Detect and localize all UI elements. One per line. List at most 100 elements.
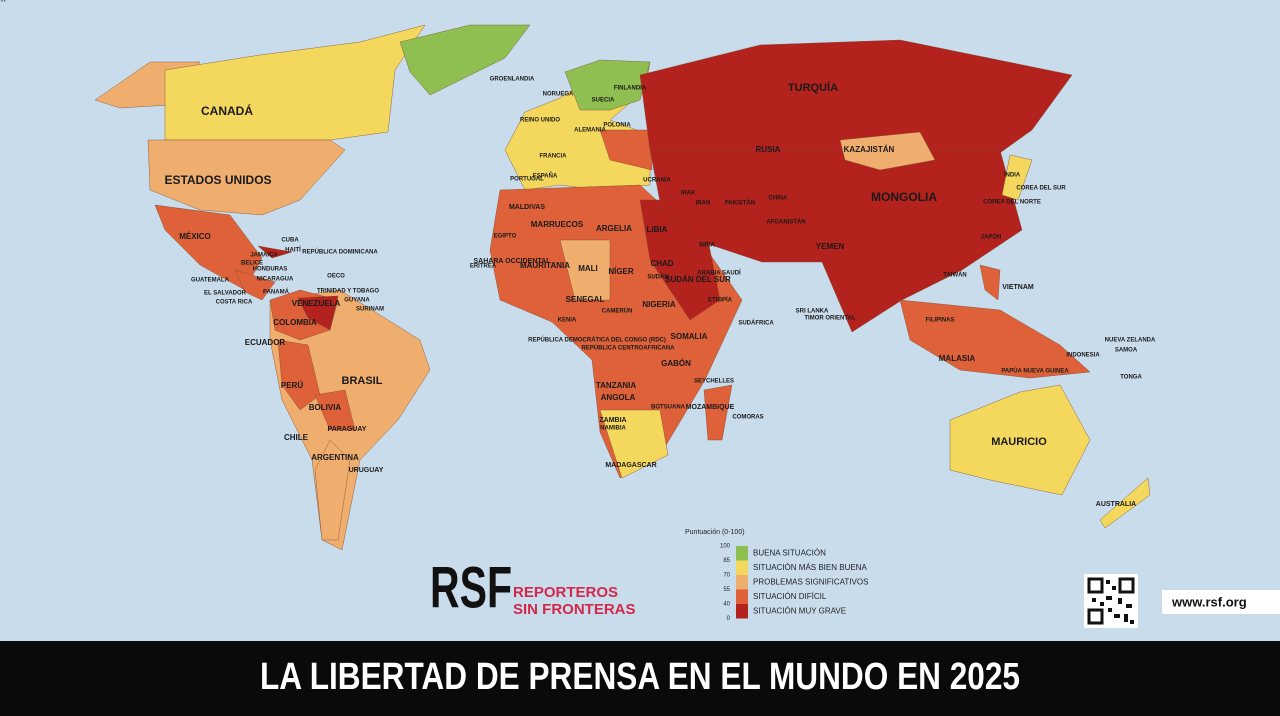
legend-scale-label: 55 xyxy=(723,587,730,593)
country-label: IRAK xyxy=(681,191,696,197)
country-label: FIYI xyxy=(0,0,6,4)
country-label: ARGENTINA xyxy=(311,453,359,462)
country-label: CANADÁ xyxy=(201,103,253,118)
country-label: GUATEMALA xyxy=(191,278,230,284)
qr-finder xyxy=(1118,577,1135,594)
country-label: CHAD xyxy=(650,259,673,268)
country-region xyxy=(1099,477,1151,529)
country-label: COREA DEL NORTE xyxy=(983,200,1041,206)
country-label: MAURICIO xyxy=(991,436,1047,448)
legend-scale-label: 85 xyxy=(723,558,730,564)
legend-label: SITUACIÓN DIFÍCIL xyxy=(753,592,827,601)
country-label: YEMEN xyxy=(816,242,845,251)
country-region xyxy=(559,239,611,301)
country-label: POLONIA xyxy=(603,123,631,129)
country-label: SURINAM xyxy=(356,307,384,313)
country-label: SOMALIA xyxy=(671,332,708,341)
country-label: SUDÁFRICA xyxy=(738,320,774,327)
legend-scale-label: 0 xyxy=(727,616,731,622)
country-region xyxy=(257,245,293,259)
country-label: ECUADOR xyxy=(245,338,286,347)
country-label: URUGUAY xyxy=(349,467,384,474)
country-region xyxy=(297,295,339,331)
country-label: EGIPTO xyxy=(494,234,517,240)
country-label: MARRUECOS xyxy=(531,220,584,229)
url-box xyxy=(1162,590,1280,614)
country-label: SENEGAL xyxy=(566,295,605,304)
legend-label: SITUACIÓN MÁS BIEN BUENA xyxy=(753,563,867,572)
country-region xyxy=(599,409,669,479)
legend-swatch xyxy=(736,589,748,604)
country-label: ARGELIA xyxy=(596,224,632,233)
country-label: SAHARA OCCIDENTAL xyxy=(474,258,552,265)
country-label: PORTUGAL xyxy=(510,177,544,183)
country-region xyxy=(314,439,351,541)
country-label: FILIPINAS xyxy=(925,318,954,324)
country-label: COMORAS xyxy=(732,415,763,421)
country-label: PANAMÁ xyxy=(263,289,290,296)
country-label: MAURITANIA xyxy=(520,261,570,270)
country-label: SUDÁN DEL SUR xyxy=(665,275,731,284)
country-label: BOTSUANA xyxy=(651,405,686,411)
country-label: TANZANIA xyxy=(596,381,637,390)
legend-scale-label: 40 xyxy=(723,602,730,608)
country-label: PARAGUAY xyxy=(328,426,367,433)
country-label: NUEVA ZELANDA xyxy=(1105,338,1156,344)
country-label: FRANCIA xyxy=(540,154,568,160)
country-region xyxy=(599,129,653,171)
country-label: COREA DEL SUR xyxy=(1016,186,1066,192)
country-region xyxy=(899,299,1091,379)
country-label: CHINA xyxy=(769,196,789,202)
legend-swatch xyxy=(736,604,748,619)
country-region xyxy=(1001,154,1033,201)
country-label: AUSTRALIA xyxy=(1096,501,1136,508)
country-region xyxy=(564,59,651,111)
country-label: ALEMANIA xyxy=(574,128,606,134)
country-label: MONGOLIA xyxy=(871,190,937,204)
url[interactable]: www.rsf.org xyxy=(1171,594,1247,609)
country-label: TIMOR ORIENTAL xyxy=(804,316,856,322)
logo: RSF REPORTEROS SIN FRONTERAS xyxy=(430,555,636,620)
country-label: REPÚBLICA DEMOCRÁTICA DEL CONGO (RDC) xyxy=(528,337,666,344)
legend-scale-label: 70 xyxy=(723,573,730,579)
legend-title: Puntuación (0-100) xyxy=(685,529,745,536)
country-label: BOLIVIA xyxy=(309,403,342,412)
legend-scale-label: 100 xyxy=(720,544,731,550)
country-label: COLOMBIA xyxy=(273,318,317,327)
country-label: SIRIA xyxy=(699,243,716,249)
country-label: MADAGASCAR xyxy=(605,462,656,469)
country-label: TAIWÁN xyxy=(943,272,967,279)
country-label: NORUEGA xyxy=(543,92,574,98)
country-label: SAMOA xyxy=(1115,348,1138,354)
country-label: INDONESIA xyxy=(1066,353,1100,359)
country-label: MALASIA xyxy=(939,354,976,363)
country-label: AFGANISTÁN xyxy=(766,219,805,226)
country-label: PAKISTÁN xyxy=(725,200,755,207)
country-label: ZAMBIA xyxy=(599,417,626,424)
legend-swatch xyxy=(736,560,748,575)
country-label: ARABIA SAUDÍ xyxy=(697,269,741,277)
logo-mark: RSF xyxy=(430,555,512,620)
country-label: ESPAÑA xyxy=(533,173,558,180)
country-region xyxy=(399,24,531,96)
country-label: JAPÓN xyxy=(981,233,1002,241)
legend-label: BUENA SITUACIÓN xyxy=(753,548,826,557)
country-label: RUSIA xyxy=(756,145,781,154)
country-label: ETIOPÍA xyxy=(708,296,733,304)
country-region xyxy=(839,131,936,171)
regions xyxy=(94,24,1151,551)
country-label: EL SALVADOR xyxy=(204,291,247,297)
country-label: REINO UNIDO xyxy=(520,118,560,124)
country-label: VENEZUELA xyxy=(292,299,341,308)
logo-line: SIN FRONTERAS xyxy=(513,601,636,618)
qr-finder xyxy=(1087,577,1104,594)
country-label: VIETNAM xyxy=(1002,284,1034,291)
country-label: REPÚBLICA DOMINICANA xyxy=(302,249,378,256)
country-label: ESTADOS UNIDOS xyxy=(164,173,271,187)
logo-line: REPORTEROS xyxy=(513,584,618,601)
country-region xyxy=(979,264,1001,301)
country-region xyxy=(949,384,1091,496)
country-label: HONDURAS xyxy=(253,267,288,273)
country-label: MALI xyxy=(578,264,598,273)
